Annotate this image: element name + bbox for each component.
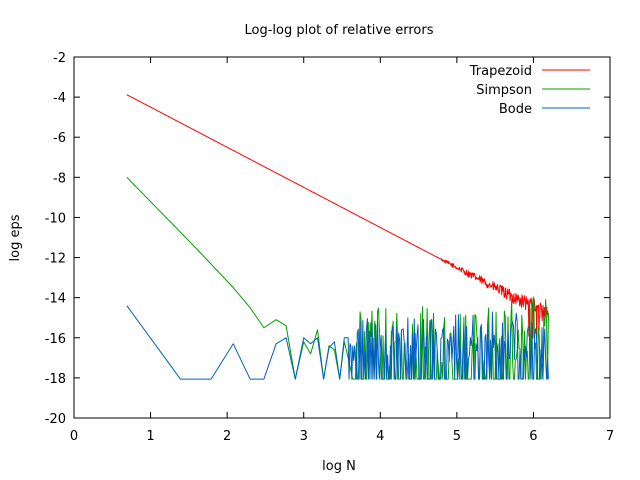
- legend: Trapezoid Simpson Bode: [469, 64, 590, 117]
- y-tick-label: -18: [45, 372, 66, 387]
- series-line-trapezoid: [126, 94, 550, 339]
- x-tick-label: 1: [146, 429, 154, 444]
- x-tick-label: 3: [300, 429, 308, 444]
- y-tick-label: -6: [53, 131, 66, 146]
- x-tick-label: 7: [606, 429, 614, 444]
- y-tick-label: -10: [45, 211, 66, 226]
- x-axis-label: log N: [322, 459, 356, 474]
- chart-title: Log-log plot of relative errors: [245, 23, 434, 38]
- x-tick-label: 5: [453, 429, 461, 444]
- series-line-bode: [126, 305, 549, 380]
- y-tick-label: -12: [45, 252, 66, 267]
- y-tick-label: -8: [53, 171, 66, 186]
- x-tick-label: 2: [223, 429, 231, 444]
- legend-label-trapezoid: Trapezoid: [469, 64, 532, 79]
- x-tick-label: 4: [376, 429, 384, 444]
- y-tick-label: -20: [45, 412, 66, 427]
- y-tick-label: -16: [45, 332, 66, 347]
- y-axis-label: log eps: [8, 214, 23, 261]
- plot-frame: [73, 56, 611, 419]
- legend-label-simpson: Simpson: [476, 83, 532, 98]
- x-tick-label: 0: [70, 429, 78, 444]
- y-tick-label: -14: [45, 292, 66, 307]
- y-tick-label: -4: [53, 91, 66, 106]
- x-tick-label: 6: [529, 429, 537, 444]
- y-tick-label: -2: [53, 51, 66, 66]
- legend-label-bode: Bode: [499, 102, 532, 117]
- plot-area: 0 1 2 3 4 5 6 7 -20 -18 -16 -14 -12 -10 -8 -6 -4 -2: [45, 51, 614, 444]
